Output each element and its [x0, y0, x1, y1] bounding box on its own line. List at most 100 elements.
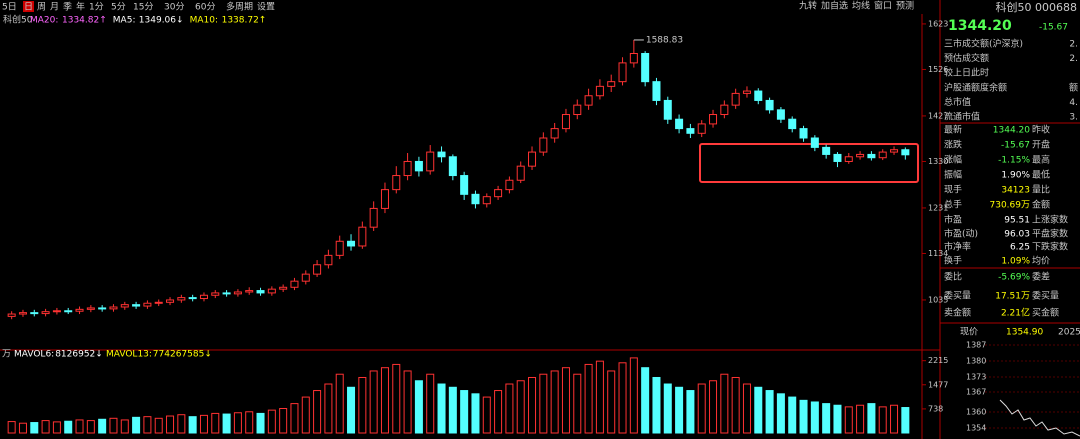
stat-label: 委买量	[1032, 290, 1059, 302]
volume-bar	[776, 393, 785, 434]
volume-bar	[788, 396, 797, 434]
volume-bar	[833, 404, 842, 434]
period-tab[interactable]: 周	[37, 2, 46, 13]
candle-body	[335, 240, 344, 256]
period-tab[interactable]: 5分	[111, 2, 126, 13]
volume-bar	[641, 367, 650, 434]
volume-bar	[505, 383, 514, 434]
volume-bar	[675, 386, 684, 434]
volume-bar	[18, 422, 27, 434]
tool-button[interactable]: 九转	[799, 0, 817, 12]
volume-bar	[199, 414, 208, 434]
candle-body	[290, 280, 299, 288]
legend-label: MA20:	[30, 16, 58, 26]
volume-bar	[460, 390, 469, 434]
volume-bar	[878, 406, 887, 434]
period-tab[interactable]: 15分	[133, 2, 153, 13]
period-tab[interactable]: 年	[76, 1, 85, 13]
candle-body	[166, 299, 175, 303]
quote-label: 流通市值	[944, 111, 980, 123]
tool-button[interactable]: 预测	[896, 1, 914, 12]
legend-name: 科创50	[3, 14, 33, 26]
volume-bar	[30, 422, 39, 434]
volume-bar	[109, 417, 118, 434]
volume-bar	[731, 376, 740, 434]
candle-body	[663, 99, 672, 120]
stat-label: 现手	[944, 184, 962, 196]
volume-bar	[867, 403, 876, 434]
period-tab[interactable]: 季	[63, 1, 72, 13]
period-tab[interactable]: 1分	[89, 2, 104, 13]
stat-value: 34123	[1001, 186, 1030, 196]
volume-bar	[482, 396, 491, 434]
stat-value: 95.51	[1004, 216, 1030, 226]
volume-bar	[75, 419, 84, 434]
tool-button[interactable]: 均线	[852, 0, 870, 12]
stat-label: 开盘	[1032, 139, 1050, 151]
candle-body	[720, 104, 729, 116]
stat-label: 振幅	[944, 169, 962, 181]
candle-body	[369, 207, 378, 228]
candle-body	[437, 151, 446, 158]
tool-button[interactable]: 窗口	[874, 0, 892, 12]
volume-bar	[799, 399, 808, 434]
volume-bar	[663, 383, 672, 434]
mini-tick-label: 1354	[966, 424, 986, 433]
candle-body	[539, 137, 548, 153]
period-tab[interactable]: 5日	[2, 2, 17, 13]
candle-body	[822, 146, 831, 155]
quote-label: 预估成交额	[944, 52, 989, 64]
stat-label: 卖金额	[944, 307, 971, 319]
stat-label: 市净率	[944, 241, 971, 253]
period-tab[interactable]: 60分	[195, 2, 215, 13]
volume-bar	[132, 416, 141, 434]
candle-body	[75, 308, 84, 312]
candle-body	[482, 196, 491, 205]
period-tab[interactable]: 30分	[164, 2, 184, 13]
candle-body	[313, 264, 322, 275]
volume-bar	[856, 404, 865, 434]
candle-body	[776, 109, 785, 120]
candle-body	[844, 156, 853, 162]
period-tab[interactable]: 月	[50, 2, 59, 13]
candle-body	[154, 301, 163, 304]
stat-value: 6.25	[1010, 243, 1030, 253]
y-tick-label: 1134	[928, 249, 948, 258]
quote-label: 较上日此时	[944, 67, 989, 79]
candle-body	[109, 306, 118, 310]
candle-body	[856, 153, 865, 158]
quote-value: 4.	[1069, 98, 1078, 108]
quote-value: 2.	[1069, 40, 1078, 50]
volume-bar	[347, 386, 356, 434]
candle-body	[143, 302, 152, 307]
candle-body	[301, 273, 310, 282]
stat-label: 委差	[1032, 271, 1050, 283]
volume-bar	[709, 380, 718, 434]
candle-body	[132, 304, 141, 307]
y-tick-label: 1526	[928, 65, 948, 74]
volume-bar	[720, 373, 729, 434]
stat-value: -1.15%	[998, 156, 1030, 166]
candle-body	[573, 104, 582, 116]
candle-body	[279, 286, 288, 290]
candle-body	[528, 151, 537, 167]
volume-bar	[188, 416, 197, 434]
period-tab[interactable]: 日	[24, 2, 33, 13]
stat-label: 市盈	[944, 214, 962, 226]
stat-value: -5.69%	[998, 273, 1030, 283]
quote-label: 三市成交额(沪深京)	[944, 38, 1023, 50]
period-tab[interactable]: 多周期	[226, 1, 253, 13]
period-tab[interactable]: 设置	[257, 2, 275, 13]
legend-label: MAVOL13:	[106, 350, 152, 360]
stat-value: 2.21亿	[1001, 307, 1030, 319]
candle-body	[199, 294, 208, 300]
mini-date: 2025-	[1058, 328, 1080, 338]
candle-body	[754, 90, 763, 101]
volume-bar	[901, 407, 910, 434]
volume-bar	[414, 380, 423, 434]
volume-tick-label: 2215	[928, 356, 948, 365]
tool-button[interactable]: 加自选	[821, 0, 848, 12]
volume-bar	[64, 420, 73, 434]
candle-body	[347, 240, 356, 247]
